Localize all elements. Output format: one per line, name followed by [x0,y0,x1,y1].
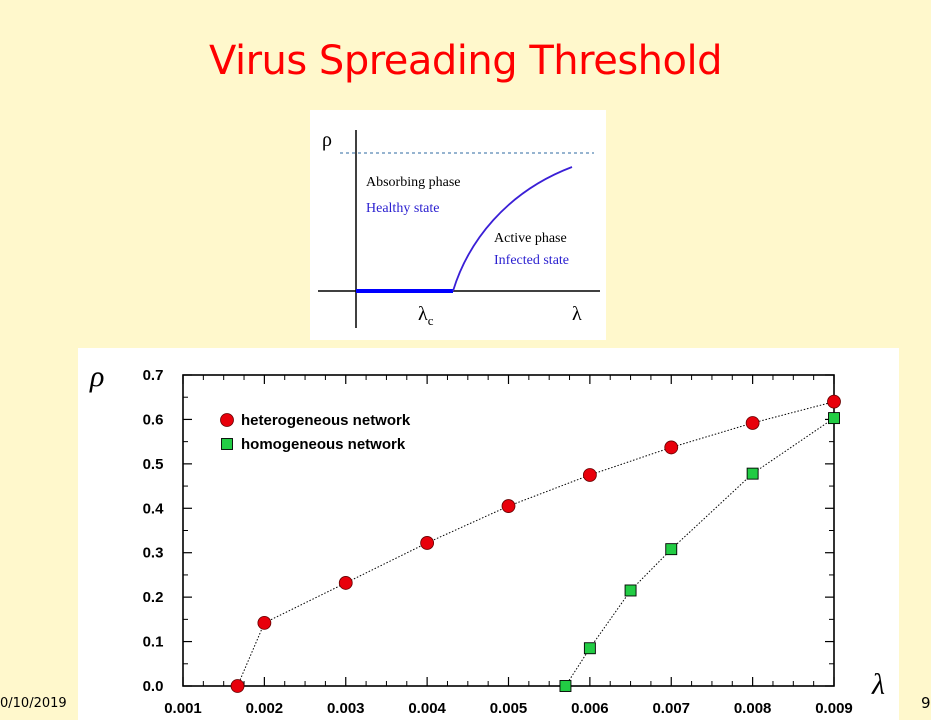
y-tick-label: 0.2 [143,589,164,606]
chart-axes: 0.001 0.002 0.003 0.004 0.005 0.006 0.007 0.008… [143,367,853,717]
y-tick-label: 0.6 [143,411,164,428]
legend-marker-heterogeneous [220,413,234,427]
homogeneous-point [559,680,572,692]
x-tick-label: 0.001 [164,700,202,717]
heterogeneous-point [745,416,760,430]
chart-series-lines [237,401,835,687]
phase-critical-label: λc [418,303,434,328]
y-tick-label: 0.7 [143,367,164,384]
phase-diagram: ρ Absorbing phase Healthy state Active p… [310,110,606,340]
phase-y-symbol: ρ [322,129,332,151]
phase-absorbing-label: Absorbing phase [366,175,461,190]
y-tick-label: 0.5 [143,456,164,473]
heterogeneous-point [582,468,597,482]
heterogeneous-point [230,679,245,693]
x-axis-label: λ [871,668,885,701]
x-tick-label: 0.005 [490,700,528,717]
homogeneous-point [828,412,840,425]
y-tick-label: 0.4 [143,500,165,517]
phase-active-curve [452,166,573,292]
spreading-chart-svg: 0.001 0.002 0.003 0.004 0.005 0.006 0.007 0.008… [89,360,885,717]
series-line-2 [565,417,835,687]
chart-legend: heterogeneous network homogeneous network [220,412,411,453]
heterogeneous-point [501,499,516,513]
y-tick-label: 0.3 [143,545,164,562]
slide-title: Virus Spreading Threshold [208,38,723,84]
page-number: 9 [921,694,931,712]
phase-critical-subscript: c [428,313,434,328]
phase-critical-symbol: λ [418,303,428,325]
series-line-1 [237,401,835,687]
spreading-chart: 0.001 0.002 0.003 0.004 0.005 0.006 0.007 0.008… [78,348,899,720]
x-tick-label: 0.009 [815,700,853,717]
chart-marks [230,394,841,693]
y-tick-label: 0.0 [143,678,164,695]
heterogeneous-point [664,440,679,455]
homogeneous-point [746,467,759,480]
homogeneous-point [665,543,678,556]
phase-x-symbol: λ [572,303,582,325]
x-tick-label: 0.003 [327,700,365,717]
heterogeneous-point [257,616,272,630]
phase-infected-label: Infected state [494,253,569,268]
heterogeneous-point [420,536,435,550]
x-tick-label: 0.007 [652,700,690,717]
legend-label-1: heterogeneous network [241,412,411,429]
y-tick-label: 0.1 [143,634,164,651]
legend-marker-homogeneous [221,438,233,450]
x-tick-label: 0.008 [734,700,772,717]
phase-active-label: Active phase [494,231,567,246]
y-axis-label: ρ [89,360,104,393]
homogeneous-point [624,584,637,597]
x-tick-label: 0.002 [246,700,284,717]
footer-date: 0/10/2019 [0,696,67,711]
homogeneous-point [583,642,596,655]
heterogeneous-point [338,576,353,590]
heterogeneous-point [827,394,841,409]
x-tick-label: 0.006 [571,700,609,717]
legend-label-2: homogeneous network [241,436,406,453]
x-tick-label: 0.004 [408,700,446,717]
phase-healthy-label: Healthy state [366,201,439,216]
phase-diagram-svg: ρ Absorbing phase Healthy state Active p… [318,129,600,328]
